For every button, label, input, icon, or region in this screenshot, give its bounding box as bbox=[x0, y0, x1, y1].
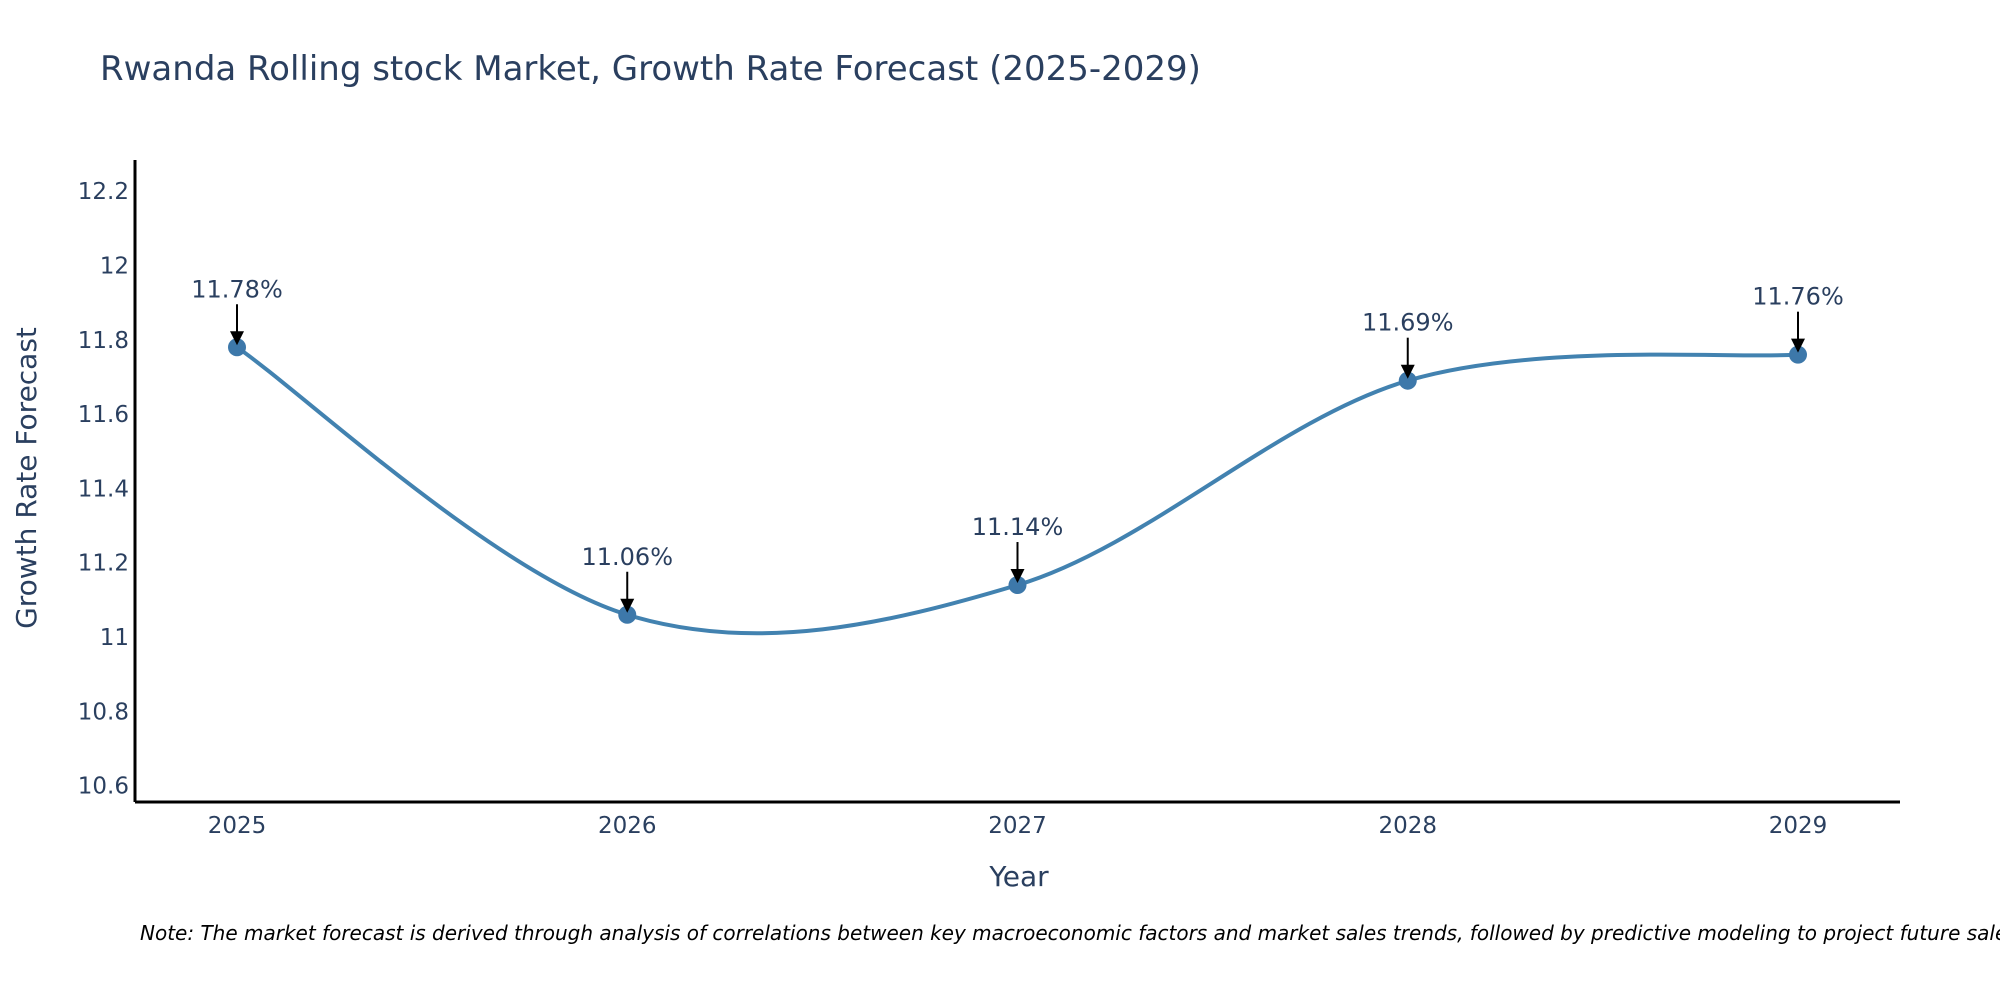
x-tick-label: 2025 bbox=[208, 813, 267, 839]
annotation-arrow-head bbox=[230, 331, 244, 346]
data-label: 11.76% bbox=[1752, 283, 1844, 311]
y-tick-label: 10.8 bbox=[78, 699, 129, 725]
data-point bbox=[228, 338, 246, 357]
y-axis-title: Growth Rate Forecast bbox=[10, 327, 43, 629]
y-tick-label: 11 bbox=[100, 625, 129, 651]
y-tick-label: 11.8 bbox=[78, 328, 129, 354]
data-point bbox=[1398, 371, 1417, 390]
chart-title: Rwanda Rolling stock Market, Growth Rate… bbox=[100, 49, 1201, 89]
data-label: 11.78% bbox=[191, 275, 283, 303]
y-tick-label: 12 bbox=[100, 254, 129, 280]
x-axis-title: Year bbox=[988, 860, 1049, 893]
data-point bbox=[618, 605, 637, 624]
data-point bbox=[1008, 576, 1027, 595]
footnote: Note: The market forecast is derived thr… bbox=[140, 921, 2000, 945]
x-tick-label: 2028 bbox=[1378, 813, 1437, 839]
y-tick-label: 11.6 bbox=[78, 402, 129, 428]
data-label: 11.14% bbox=[972, 513, 1064, 541]
y-axis-ticks: 10.6 10.8 11 11.2 11.4 11.6 11.8 12 12.2 bbox=[78, 179, 129, 799]
annotation-arrow-head bbox=[1791, 338, 1805, 353]
data-point bbox=[1789, 345, 1807, 364]
y-tick-label: 11.4 bbox=[78, 476, 129, 502]
data-label: 11.69% bbox=[1362, 309, 1454, 337]
data-label: 11.06% bbox=[581, 543, 673, 571]
y-tick-label: 12.2 bbox=[78, 179, 129, 205]
annotation-arrow-head bbox=[1010, 569, 1025, 584]
y-tick-label: 11.2 bbox=[78, 551, 129, 577]
y-tick-label: 10.6 bbox=[78, 774, 129, 800]
data-points bbox=[228, 338, 1807, 624]
x-tick-label: 2029 bbox=[1769, 813, 1828, 839]
x-tick-label: 2027 bbox=[988, 813, 1047, 839]
x-axis-ticks: 2025 2026 2027 2028 2029 bbox=[208, 813, 1828, 839]
x-tick-label: 2026 bbox=[598, 813, 657, 839]
annotation-arrow-head bbox=[620, 598, 635, 613]
annotation-arrow-head bbox=[1400, 364, 1415, 379]
data-annotations: 11.78% 11.06% 11.14% 11.69% 11.76% bbox=[191, 275, 1844, 613]
